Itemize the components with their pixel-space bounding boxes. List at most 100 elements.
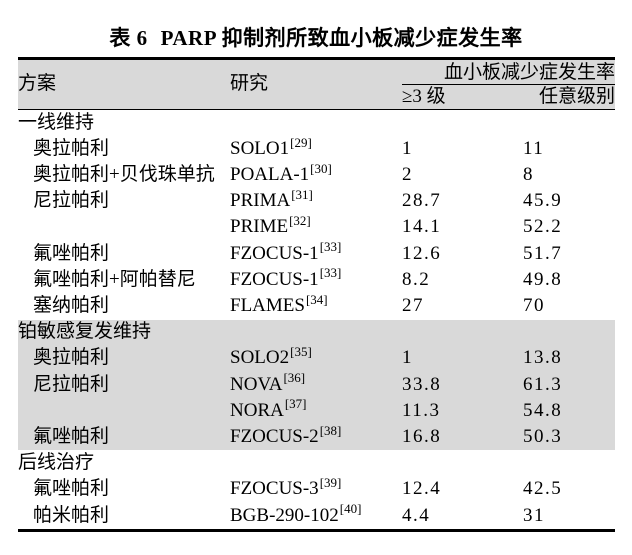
cell-grade3: 11.3 [402, 399, 441, 421]
cell-scheme: 尼拉帕利 [33, 373, 110, 395]
cell-anygrade: 49.8 [523, 268, 563, 290]
reference-superscript: [38] [319, 422, 342, 438]
study-name: FLAMES [230, 295, 305, 316]
table-row: 尼拉帕利 PRIMA[31] 28.7 45.9 [18, 186, 615, 215]
col-header-anygrade: 任意级别 [538, 85, 615, 107]
cell-study: SOLO1[29] [230, 134, 402, 161]
cell-scheme: 奥拉帕利 [33, 347, 110, 369]
cell-grade3: 27 [402, 295, 424, 316]
cell-anygrade: 70 [523, 295, 545, 316]
col-header-group-title: 血小板减少症发生率 [402, 60, 615, 85]
reference-superscript: [34] [305, 291, 328, 307]
col-header-grade3: ≥3 级 [402, 85, 446, 107]
reference-superscript: [32] [289, 213, 311, 229]
cell-study: POALA-1[30] [230, 160, 402, 187]
section-row: 铂敏感复发维持 [18, 320, 615, 346]
cell-grade3: 16.8 [402, 425, 442, 447]
section-block: 铂敏感复发维持 奥拉帕利 SOLO2[35] 1 13.8 尼拉帕利 NOVA[… [18, 319, 615, 451]
reference-superscript: [30] [310, 160, 332, 176]
cell-study: PRIMA[31] [230, 186, 402, 213]
section-row: 后线治疗 [18, 450, 615, 476]
cell-anygrade: 61.3 [523, 373, 563, 395]
table-row: 帕米帕利 BGB-290-102[40] 4.4 31 [18, 502, 615, 529]
table-row: 塞纳帕利 FLAMES[34] 27 70 [18, 293, 615, 319]
study-name: FZOCUS-3 [230, 478, 319, 500]
reference-superscript: [29] [290, 134, 312, 150]
study-name: NOVA [230, 373, 283, 395]
cell-anygrade: 45.9 [523, 190, 563, 212]
cell-study: FZOCUS-1[33] [230, 266, 402, 292]
table-row: 尼拉帕利 NOVA[36] 33.8 61.3 [18, 371, 615, 398]
table-row: PRIME[32] 14.1 52.2 [18, 213, 615, 241]
cell-anygrade: 8 [523, 164, 534, 186]
cell-scheme: 氟唑帕利 [33, 478, 110, 500]
study-name: PRIMA [230, 190, 291, 212]
cell-study: NOVA[36] [230, 371, 402, 397]
study-name: FZOCUS-2 [230, 425, 319, 447]
study-name: PRIME [230, 216, 289, 238]
cell-anygrade: 50.3 [523, 425, 563, 447]
study-name: FZOCUS-1 [230, 268, 319, 290]
study-name: POALA-1 [230, 164, 310, 186]
table-row: 奥拉帕利+贝伐珠单抗 POALA-1[30] 2 8 [18, 162, 615, 188]
col-header-study: 研究 [230, 73, 269, 95]
cell-grade3: 2 [402, 164, 413, 186]
cell-grade3: 4.4 [402, 504, 431, 526]
cell-study: SOLO2[35] [230, 344, 402, 370]
cell-anygrade: 54.8 [523, 399, 563, 421]
col-header-scheme: 方案 [18, 73, 57, 95]
cell-scheme: 氟唑帕利+阿帕替尼 [33, 268, 196, 290]
cell-study: FZOCUS-3[39] [230, 474, 402, 501]
cell-scheme: 氟唑帕利 [33, 425, 110, 447]
study-name: BGB-290-102 [230, 504, 339, 526]
reference-superscript: [31] [291, 186, 313, 202]
cell-grade3: 8.2 [402, 268, 431, 290]
study-name: NORA [230, 399, 284, 421]
study-name: FZOCUS-1 [230, 242, 319, 264]
cell-study: BGB-290-102[40] [230, 502, 402, 528]
cell-grade3: 28.7 [402, 190, 442, 212]
table-row: 氟唑帕利 FZOCUS-2[38] 16.8 50.3 [18, 424, 615, 450]
table-caption: 表 6 PARP 抑制剂所致血小板减少症发生率 [0, 22, 632, 52]
cell-grade3: 12.4 [402, 478, 442, 500]
cell-scheme: 氟唑帕利 [33, 242, 110, 264]
table-row: NORA[37] 11.3 54.8 [18, 397, 615, 424]
table-header: 方案 研究 血小板减少症发生率 ≥3 级 任意级别 [18, 60, 615, 110]
table-title-text: PARP 抑制剂所致血小板减少症发生率 [160, 26, 523, 50]
cell-scheme: 塞纳帕利 [33, 295, 110, 316]
table-row: 氟唑帕利+阿帕替尼 FZOCUS-1[33] 8.2 49.8 [18, 266, 615, 293]
cell-anygrade: 42.5 [523, 478, 563, 500]
table-number: 表 6 [109, 26, 148, 50]
section-title: 一线维持 [18, 111, 95, 133]
section-row: 一线维持 [18, 110, 615, 136]
study-name: SOLO1 [230, 137, 290, 159]
cell-anygrade: 11 [523, 137, 545, 159]
section-title: 铂敏感复发维持 [18, 321, 152, 343]
reference-superscript: [40] [339, 501, 362, 517]
cell-anygrade: 31 [523, 504, 545, 526]
section-block: 后线治疗 氟唑帕利 FZOCUS-3[39] 12.4 42.5 帕米帕利 BG… [18, 450, 615, 529]
cell-anygrade: 52.2 [523, 216, 563, 238]
reference-superscript: [39] [319, 474, 342, 490]
table-row: 氟唑帕利 FZOCUS-1[33] 12.6 51.7 [18, 239, 615, 267]
reference-superscript: [36] [283, 370, 306, 386]
cell-grade3: 12.6 [402, 242, 442, 264]
study-name: SOLO2 [230, 347, 290, 369]
cell-scheme: 奥拉帕利+贝伐珠单抗 [33, 164, 215, 186]
cell-anygrade: 51.7 [523, 242, 563, 264]
reference-superscript: [33] [319, 265, 342, 281]
cell-study: NORA[37] [230, 397, 402, 423]
reference-superscript: [35] [290, 344, 312, 360]
cell-anygrade: 13.8 [523, 347, 563, 369]
section-title: 后线治疗 [18, 452, 95, 474]
cell-scheme: 奥拉帕利 [33, 137, 110, 159]
table-row: 奥拉帕利 SOLO1[29] 1 11 [18, 136, 615, 162]
table-row: 氟唑帕利 FZOCUS-3[39] 12.4 42.5 [18, 474, 615, 503]
cell-grade3: 1 [402, 137, 413, 159]
cell-scheme: 帕米帕利 [33, 504, 110, 526]
cell-study: FLAMES[34] [230, 291, 402, 318]
table-body: 一线维持 奥拉帕利 SOLO1[29] 1 11 奥拉帕利+贝伐珠单抗 POAL… [18, 110, 615, 529]
reference-superscript: [33] [319, 239, 342, 255]
cell-study: FZOCUS-2[38] [230, 422, 402, 449]
